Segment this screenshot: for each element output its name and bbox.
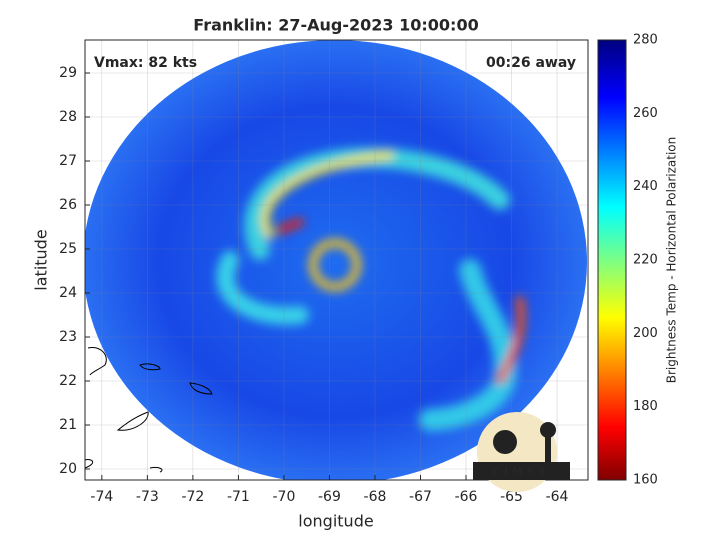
plot-frame	[84, 39, 589, 481]
y-tick-label: 24	[59, 285, 77, 301]
x-tick-label: -66	[455, 489, 478, 505]
colorbar-tick-label: 260	[633, 106, 658, 121]
x-tick-label: -71	[227, 489, 250, 505]
y-tick-label: 23	[59, 329, 77, 345]
chart-title: Franklin: 27-Aug-2023 10:00:00	[193, 16, 478, 35]
colorbar-tick-label: 220	[633, 253, 658, 268]
satellite-image	[85, 40, 587, 480]
y-tick-label: 29	[59, 65, 77, 81]
axes: -74 -73 -72 -71 -70 -69 -68 -67 -66 -65 -64 20 21 22 2…	[59, 33, 658, 506]
colorbar-tick-label: 240	[633, 179, 658, 194]
colorbar	[597, 39, 627, 481]
colorbar-tick-label: 160	[633, 473, 658, 488]
logo: CIMSS	[473, 412, 570, 492]
y-tick-label: 20	[59, 461, 77, 477]
x-tick-label: -73	[136, 489, 159, 505]
x-tick-label: -72	[181, 489, 204, 505]
colorbar-tick-label: 200	[633, 326, 658, 341]
x-tick-label: -69	[318, 489, 341, 505]
x-tick-label: -64	[546, 489, 569, 505]
x-tick-label: -67	[409, 489, 432, 505]
x-tick-label: -70	[272, 489, 295, 505]
y-tick-label: 25	[59, 241, 77, 257]
coastlines	[84, 346, 213, 473]
colorbar-tick-label: 180	[633, 399, 658, 414]
annotation: 00:26 away	[486, 55, 576, 71]
y-tick-label: 26	[59, 197, 77, 213]
x-tick-label: -65	[500, 489, 523, 505]
x-tick-label: -74	[90, 489, 113, 505]
y-tick-label: 28	[59, 109, 77, 125]
colorbar-label: Brightness Temp - Horizontal Polarizatio…	[665, 137, 679, 384]
y-tick-label: 22	[59, 373, 77, 389]
y-tick-label: 27	[59, 153, 77, 169]
logo-text: CIMSS	[492, 465, 550, 478]
annotation: Vmax: 82 kts	[94, 55, 197, 71]
x-axis-label: longitude	[298, 512, 373, 531]
x-tick-label: -68	[364, 489, 387, 505]
y-axis-label: latitude	[32, 229, 51, 290]
y-tick-label: 21	[59, 417, 77, 433]
colorbar-tick-label: 280	[633, 33, 658, 48]
